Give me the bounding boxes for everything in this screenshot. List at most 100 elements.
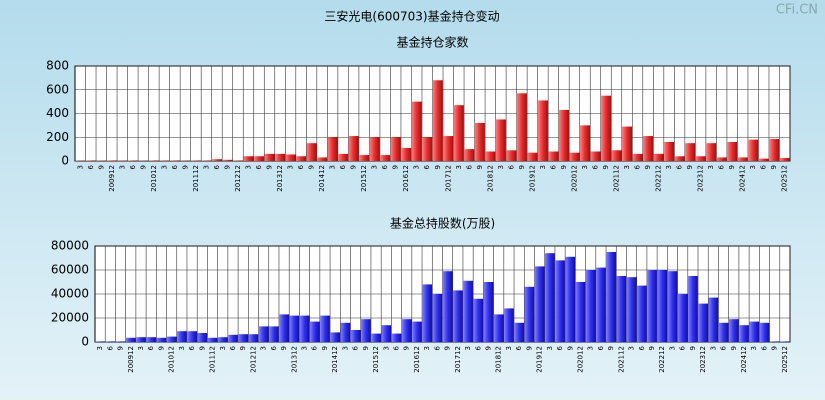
x-tick-label: 9	[689, 346, 697, 350]
x-tick-label: 3	[137, 346, 145, 350]
bar	[401, 147, 412, 161]
x-tick-label: 6	[188, 345, 196, 350]
bar	[274, 153, 286, 161]
bar	[590, 151, 601, 161]
bar	[685, 143, 696, 161]
x-tick-label: 201112	[192, 165, 200, 192]
bar	[758, 158, 769, 161]
x-tick-label: 9	[223, 165, 231, 169]
bar	[706, 143, 717, 161]
x-tick-label: 6	[297, 164, 305, 169]
x-tick-label: 9	[308, 165, 316, 169]
bar	[524, 286, 535, 342]
x-tick-label: 3	[750, 346, 758, 350]
bar	[299, 315, 310, 342]
x-tick-label: 3	[707, 165, 715, 169]
bar	[279, 314, 289, 342]
x-tick-label: 3	[587, 346, 595, 350]
x-tick-label: 6	[465, 164, 473, 169]
x-tick-label: 6	[679, 345, 687, 350]
bar	[569, 152, 580, 161]
x-tick-label: 6	[760, 345, 768, 350]
x-tick-label: 9	[266, 165, 274, 169]
x-tick-label: 3	[287, 165, 295, 169]
x-tick-label: 202412	[739, 165, 747, 192]
x-tick-label: 6	[507, 164, 515, 169]
x-tick-label: 6	[171, 164, 179, 169]
x-tick-label: 202012	[570, 165, 578, 192]
x-tick-label: 201712	[444, 165, 452, 192]
x-tick-label: 3	[96, 346, 104, 350]
watermark: CFi.CN	[776, 3, 818, 18]
x-tick-label: 201912	[528, 165, 536, 192]
bar	[258, 326, 269, 342]
x-tick-label: 6	[270, 345, 278, 350]
x-tick-label: 3	[329, 165, 337, 169]
bar	[698, 303, 709, 342]
bar	[217, 337, 228, 342]
x-tick-label: 6	[634, 164, 642, 169]
bar	[555, 260, 565, 342]
x-tick-label: 3	[546, 346, 554, 350]
bar	[514, 322, 525, 342]
x-tick-label: 202112	[617, 346, 625, 373]
x-tick-label: 6	[549, 164, 557, 169]
x-tick-label: 3	[665, 165, 673, 169]
bar	[232, 160, 244, 161]
x-tick-label: 201612	[413, 346, 421, 373]
bar	[222, 159, 233, 161]
x-tick-label: 9	[392, 165, 400, 169]
bar	[473, 298, 484, 342]
bar	[380, 155, 391, 161]
x-tick-label: 3	[581, 165, 589, 169]
x-tick-label: 3	[118, 165, 126, 169]
x-tick-label: 6	[213, 164, 221, 169]
x-tick-label: 6	[339, 164, 347, 169]
x-tick-label: 9	[403, 346, 411, 350]
bar	[296, 156, 307, 161]
bar	[558, 109, 569, 161]
bar	[320, 315, 330, 342]
bar	[537, 100, 548, 161]
x-tick-label: 9	[239, 346, 247, 350]
y-tick-label: 400	[46, 106, 69, 120]
bar	[483, 282, 494, 342]
x-tick-label: 201212	[234, 165, 242, 192]
bar	[548, 151, 559, 161]
bar	[474, 123, 485, 161]
x-tick-label: 202512	[781, 165, 789, 192]
bar	[105, 341, 116, 342]
y-tick-label: 600	[46, 82, 69, 96]
x-tick-label: 3	[539, 165, 547, 169]
bar	[443, 136, 454, 161]
bar	[748, 139, 759, 161]
bar	[708, 297, 719, 342]
bar	[632, 153, 643, 161]
x-tick-label: 9	[566, 346, 574, 350]
x-tick-label: 201712	[454, 346, 462, 373]
bar	[611, 150, 622, 161]
bar	[422, 284, 433, 342]
bar	[504, 308, 514, 342]
bar	[463, 280, 473, 342]
x-tick-label: 6	[106, 345, 114, 350]
bar	[338, 153, 349, 161]
bar	[238, 334, 249, 342]
x-tick-label: 3	[628, 346, 636, 350]
x-tick-label: 3	[455, 165, 463, 169]
x-tick-label: 6	[87, 164, 95, 169]
bar	[674, 156, 685, 161]
bar	[527, 152, 538, 161]
bar	[391, 333, 402, 342]
bar	[371, 333, 381, 342]
x-tick-label: 6	[393, 345, 401, 350]
x-tick-label: 3	[202, 165, 210, 169]
bar	[464, 149, 475, 161]
x-tick-label: 9	[602, 165, 610, 169]
bar	[737, 157, 748, 161]
x-tick-label: 6	[381, 164, 389, 169]
bar	[534, 266, 545, 342]
x-tick-label: 202212	[658, 346, 666, 373]
x-tick-label: 202212	[655, 165, 663, 192]
